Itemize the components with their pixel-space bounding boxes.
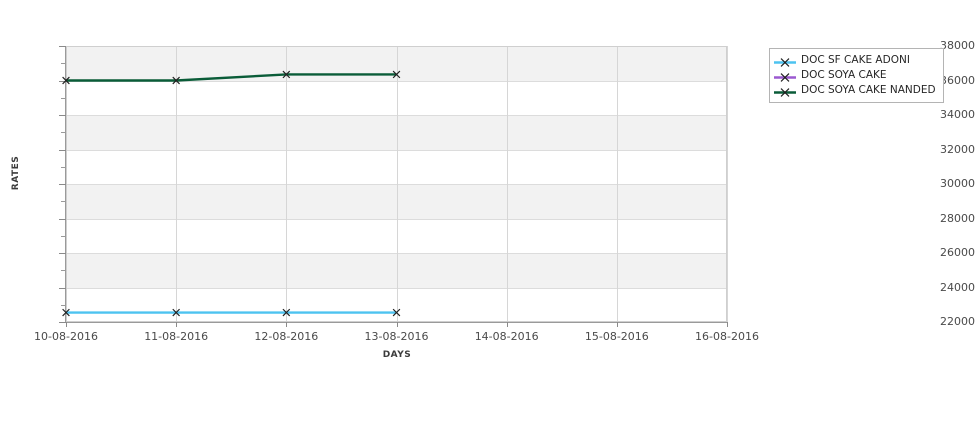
y-tick-minor (61, 304, 66, 306)
y-tick-minor (61, 132, 66, 134)
vertical-gridline (396, 46, 398, 322)
legend-item[interactable]: DOC SF CAKE ADONI (774, 53, 936, 68)
y-tick (59, 253, 66, 254)
legend-marker-icon (774, 69, 796, 82)
legend-item[interactable]: DOC SOYA CAKE NANDED (774, 83, 936, 98)
x-tick (176, 322, 178, 327)
x-tick-label: 12-08-2016 (254, 330, 319, 343)
plot-area (66, 46, 728, 322)
y-tick-label: 30000 (940, 177, 975, 190)
y-tick-label: 24000 (940, 280, 975, 294)
x-tick-label: 16-08-2016 (695, 330, 759, 343)
y-tick-minor (61, 270, 66, 272)
y-tick (59, 287, 66, 289)
vertical-gridline (286, 46, 288, 322)
vertical-gridline (727, 46, 728, 322)
y-tick-label: 36000 (940, 73, 975, 87)
x-tick (286, 322, 288, 327)
x-tick-label: 15-08-2016 (584, 330, 649, 343)
y-tick-minor (61, 166, 66, 168)
y-tick-minor (61, 63, 66, 65)
y-axis-title: RATES (11, 155, 21, 191)
x-tick (396, 322, 398, 327)
y-tick-label: 28000 (940, 211, 975, 225)
vertical-gridline (176, 46, 178, 322)
y-tick (59, 218, 66, 220)
legend-marker-icon (774, 84, 796, 97)
y-tick-label: 26000 (940, 246, 975, 259)
vertical-gridline (506, 46, 508, 322)
y-tick (59, 115, 66, 116)
x-tick-label: 14-08-2016 (474, 330, 539, 343)
x-tick-label: 10-08-2016 (34, 330, 98, 343)
legend-item[interactable]: DOC SOYA CAKE (774, 68, 936, 83)
y-tick-label: 34000 (940, 108, 975, 121)
legend-label: DOC SOYA CAKE NANDED (801, 84, 936, 96)
x-tick-label: 13-08-2016 (364, 330, 429, 343)
x-tick (727, 322, 728, 327)
y-tick-label: 32000 (940, 142, 975, 156)
y-tick-minor (61, 235, 66, 237)
x-tick-label: 11-08-2016 (144, 330, 209, 343)
chart-legend: DOC SF CAKE ADONI DOC SOYA CAKE DOC SOYA C… (769, 48, 944, 103)
x-tick (616, 322, 618, 327)
y-tick-minor (61, 201, 66, 203)
legend-label: DOC SF CAKE ADONI (801, 54, 910, 66)
y-tick (59, 80, 66, 82)
y-tick (59, 184, 66, 185)
y-tick-label: 38000 (940, 39, 975, 52)
x-axis-title: DAYS (382, 350, 412, 360)
x-tick (66, 322, 67, 327)
y-tick-minor (61, 97, 66, 99)
y-tick (59, 46, 66, 47)
y-tick (59, 322, 66, 323)
legend-label: DOC SOYA CAKE (801, 69, 887, 81)
y-tick (59, 149, 66, 151)
vertical-gridline (616, 46, 618, 322)
x-tick (506, 322, 508, 327)
y-tick-label: 22000 (940, 315, 975, 328)
legend-marker-icon (774, 54, 796, 67)
